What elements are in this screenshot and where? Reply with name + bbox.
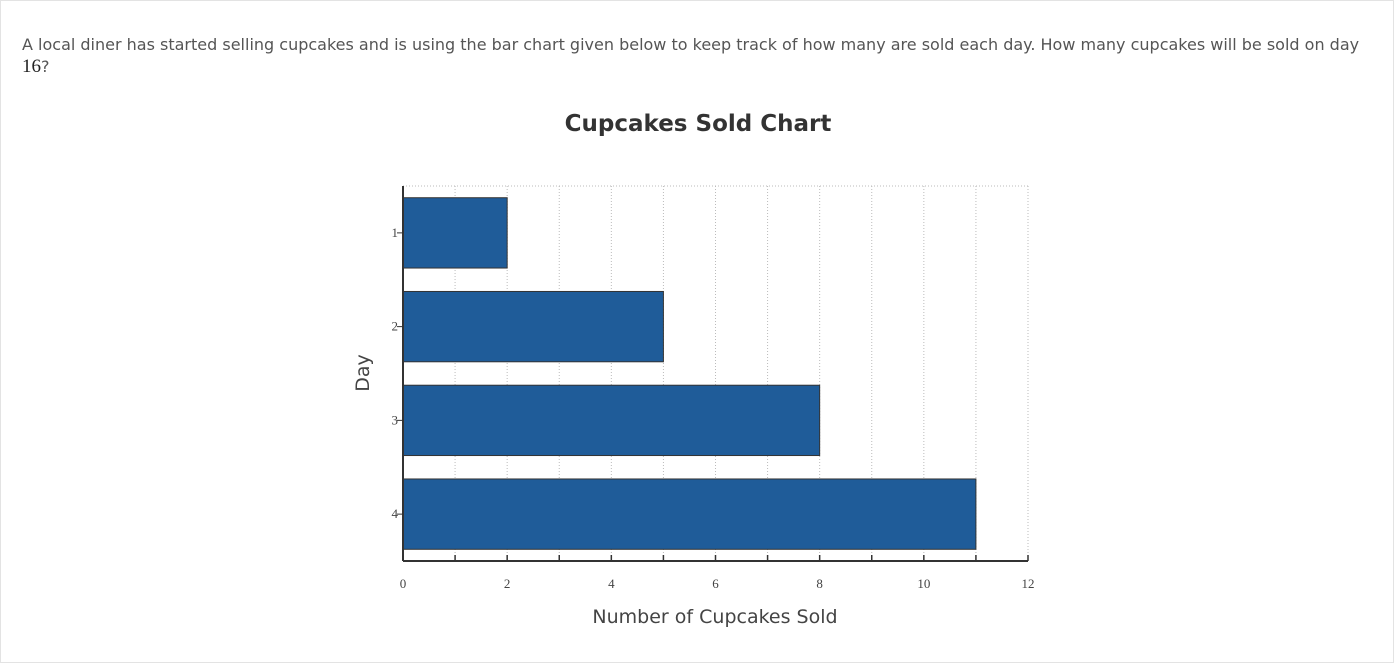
question-mark: ? [41,57,50,76]
question-text: A local diner has started selling cupcak… [22,34,1382,78]
chart-title: Cupcakes Sold Chart [565,111,832,137]
y-tick-label: 1 [392,225,399,240]
x-axis-ticks: 0 2 4 6 8 10 12 [400,555,1035,591]
x-tick-label: 6 [712,576,719,591]
x-tick-label: 4 [608,576,615,591]
x-tick-label: 8 [816,576,823,591]
bar-day-4 [402,478,977,550]
bar-day-1 [402,197,508,269]
y-axis-ticks: 1 2 3 4 [392,225,403,521]
chart-bars [402,197,977,550]
y-axis-title: Day [352,354,374,392]
x-tick-label: 12 [1022,576,1035,591]
y-tick-label: 3 [392,412,399,427]
y-tick-label: 2 [392,319,399,334]
x-tick-label: 10 [917,576,930,591]
y-tick-label: 4 [392,506,399,521]
day-number: 16 [22,56,41,77]
x-axis-title: Number of Cupcakes Sold [592,606,837,628]
bar-day-2 [402,290,664,363]
x-tick-label: 2 [504,576,511,591]
question-body: A local diner has started selling cupcak… [22,35,1360,54]
bar-day-3 [402,384,821,457]
x-tick-label: 0 [400,576,407,591]
